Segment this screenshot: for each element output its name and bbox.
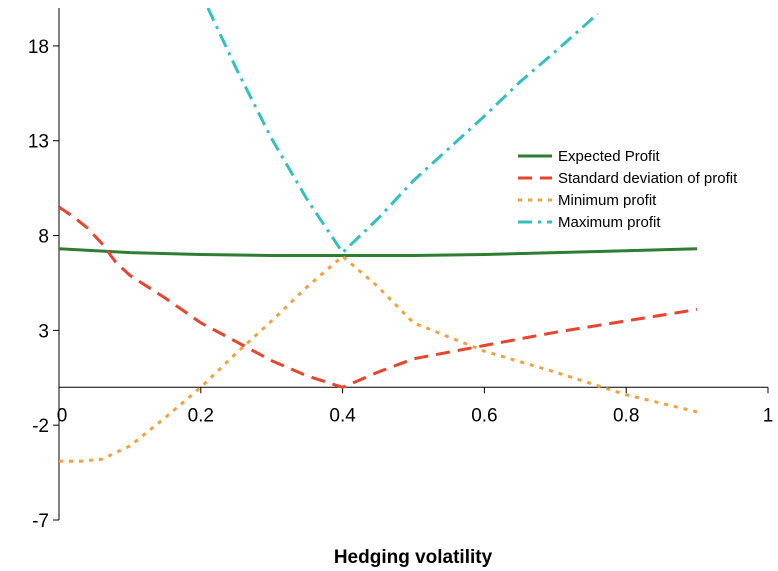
y-tick-label: 8: [38, 227, 49, 248]
y-ticks: -7 -2 3 8 13 18: [28, 37, 59, 532]
legend-entry-label: Expected Profit: [558, 148, 661, 165]
x-tick-label: 0: [57, 405, 68, 426]
legend-entry-label: Maximum profit: [558, 214, 661, 231]
series-line-standard-deviation-of-profit: [59, 205, 698, 389]
x-ticks: 0 0.2 0.4 0.6 0.8 1: [57, 387, 774, 426]
y-tick-label: -2: [32, 416, 49, 437]
series-group: [59, 8, 698, 463]
legend: Expected Profit Standard deviation of pro…: [518, 148, 738, 231]
legend-entry-label: Minimum profit: [558, 192, 657, 209]
x-tick-label: 0.2: [188, 405, 214, 426]
x-tick-label: 0.4: [329, 405, 356, 426]
y-tick-label: 18: [28, 37, 49, 58]
series-line-maximum-profit: [206, 8, 599, 255]
y-tick-label: 13: [28, 132, 49, 153]
x-tick-label: 0.6: [471, 405, 497, 426]
series-line-minimum-profit: [59, 254, 698, 463]
y-tick-label: -7: [32, 511, 49, 532]
legend-entry-label: Standard deviation of profit: [558, 170, 738, 187]
x-tick-label: 1: [763, 405, 774, 426]
x-tick-label: 0.8: [613, 405, 639, 426]
y-tick-label: 3: [38, 321, 49, 342]
axes: [58, 8, 768, 520]
x-axis-label: Hedging volatility: [334, 547, 493, 568]
series-line-expected-profit: [59, 247, 698, 257]
